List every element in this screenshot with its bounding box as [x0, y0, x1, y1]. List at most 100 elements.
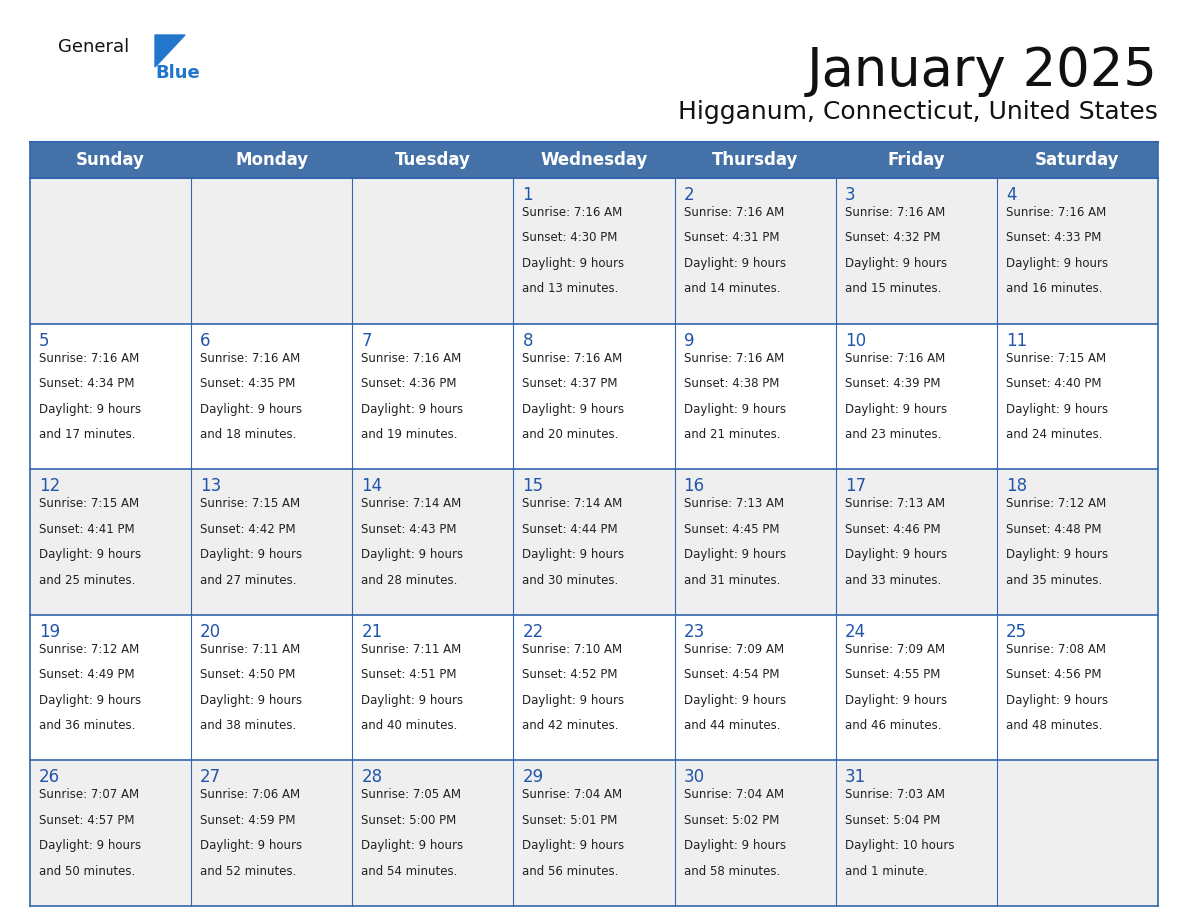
Text: Daylight: 9 hours: Daylight: 9 hours: [523, 403, 625, 416]
Text: Daylight: 9 hours: Daylight: 9 hours: [523, 257, 625, 270]
Text: 7: 7: [361, 331, 372, 350]
Text: Sunrise: 7:13 AM: Sunrise: 7:13 AM: [845, 498, 944, 510]
Text: 15: 15: [523, 477, 544, 495]
Text: Daylight: 9 hours: Daylight: 9 hours: [361, 403, 463, 416]
Text: Sunset: 4:37 PM: Sunset: 4:37 PM: [523, 377, 618, 390]
Text: Daylight: 9 hours: Daylight: 9 hours: [523, 839, 625, 852]
Text: Daylight: 9 hours: Daylight: 9 hours: [683, 839, 785, 852]
Text: Sunset: 4:48 PM: Sunset: 4:48 PM: [1006, 522, 1101, 536]
Text: Sunset: 4:33 PM: Sunset: 4:33 PM: [1006, 231, 1101, 244]
Text: Sunrise: 7:04 AM: Sunrise: 7:04 AM: [523, 789, 623, 801]
Text: and 38 minutes.: and 38 minutes.: [200, 719, 296, 733]
Polygon shape: [154, 35, 185, 67]
Bar: [30, 324, 1158, 469]
Text: Sunrise: 7:11 AM: Sunrise: 7:11 AM: [200, 643, 301, 655]
Text: Daylight: 9 hours: Daylight: 9 hours: [200, 694, 302, 707]
Text: Sunset: 4:38 PM: Sunset: 4:38 PM: [683, 377, 779, 390]
Text: Sunset: 4:54 PM: Sunset: 4:54 PM: [683, 668, 779, 681]
Text: Sunset: 5:02 PM: Sunset: 5:02 PM: [683, 814, 779, 827]
Text: Daylight: 9 hours: Daylight: 9 hours: [683, 403, 785, 416]
Text: 14: 14: [361, 477, 383, 495]
Text: Daylight: 9 hours: Daylight: 9 hours: [200, 403, 302, 416]
Text: 9: 9: [683, 331, 694, 350]
Text: and 21 minutes.: and 21 minutes.: [683, 428, 781, 441]
Text: and 18 minutes.: and 18 minutes.: [200, 428, 297, 441]
Text: Daylight: 9 hours: Daylight: 9 hours: [39, 694, 141, 707]
Text: and 19 minutes.: and 19 minutes.: [361, 428, 457, 441]
Bar: [30, 142, 1158, 178]
Text: Daylight: 9 hours: Daylight: 9 hours: [1006, 403, 1108, 416]
Text: 25: 25: [1006, 622, 1026, 641]
Text: and 52 minutes.: and 52 minutes.: [200, 865, 297, 878]
Text: 22: 22: [523, 622, 544, 641]
Text: Daylight: 9 hours: Daylight: 9 hours: [361, 839, 463, 852]
Text: Daylight: 9 hours: Daylight: 9 hours: [845, 257, 947, 270]
Text: Sunrise: 7:15 AM: Sunrise: 7:15 AM: [1006, 352, 1106, 364]
Text: 3: 3: [845, 186, 855, 204]
Text: 8: 8: [523, 331, 533, 350]
Text: and 30 minutes.: and 30 minutes.: [523, 574, 619, 587]
Text: 19: 19: [39, 622, 61, 641]
Text: Sunrise: 7:13 AM: Sunrise: 7:13 AM: [683, 498, 784, 510]
Text: 29: 29: [523, 768, 544, 787]
Text: Sunrise: 7:16 AM: Sunrise: 7:16 AM: [523, 352, 623, 364]
Text: 20: 20: [200, 622, 221, 641]
Text: Sunrise: 7:04 AM: Sunrise: 7:04 AM: [683, 789, 784, 801]
Text: Sunrise: 7:16 AM: Sunrise: 7:16 AM: [683, 206, 784, 219]
Text: Sunrise: 7:05 AM: Sunrise: 7:05 AM: [361, 789, 461, 801]
Text: Sunrise: 7:16 AM: Sunrise: 7:16 AM: [523, 206, 623, 219]
Text: and 25 minutes.: and 25 minutes.: [39, 574, 135, 587]
Text: and 27 minutes.: and 27 minutes.: [200, 574, 297, 587]
Text: Daylight: 9 hours: Daylight: 9 hours: [361, 694, 463, 707]
Text: Daylight: 9 hours: Daylight: 9 hours: [683, 694, 785, 707]
Text: Sunrise: 7:09 AM: Sunrise: 7:09 AM: [683, 643, 784, 655]
Text: and 46 minutes.: and 46 minutes.: [845, 719, 941, 733]
Text: Sunset: 4:49 PM: Sunset: 4:49 PM: [39, 668, 134, 681]
Text: 28: 28: [361, 768, 383, 787]
Text: Saturday: Saturday: [1035, 151, 1119, 169]
Text: Sunrise: 7:16 AM: Sunrise: 7:16 AM: [200, 352, 301, 364]
Text: Sunset: 4:55 PM: Sunset: 4:55 PM: [845, 668, 940, 681]
Bar: [30, 469, 1158, 615]
Text: and 48 minutes.: and 48 minutes.: [1006, 719, 1102, 733]
Text: Sunrise: 7:06 AM: Sunrise: 7:06 AM: [200, 789, 301, 801]
Text: Sunrise: 7:12 AM: Sunrise: 7:12 AM: [39, 643, 139, 655]
Text: 21: 21: [361, 622, 383, 641]
Text: 11: 11: [1006, 331, 1028, 350]
Text: Sunset: 4:44 PM: Sunset: 4:44 PM: [523, 522, 618, 536]
Text: Sunrise: 7:16 AM: Sunrise: 7:16 AM: [683, 352, 784, 364]
Bar: [30, 615, 1158, 760]
Text: 18: 18: [1006, 477, 1026, 495]
Text: Sunset: 4:51 PM: Sunset: 4:51 PM: [361, 668, 456, 681]
Text: Monday: Monday: [235, 151, 308, 169]
Text: 31: 31: [845, 768, 866, 787]
Text: Higganum, Connecticut, United States: Higganum, Connecticut, United States: [678, 100, 1158, 124]
Text: Sunset: 4:35 PM: Sunset: 4:35 PM: [200, 377, 296, 390]
Text: and 20 minutes.: and 20 minutes.: [523, 428, 619, 441]
Text: 10: 10: [845, 331, 866, 350]
Text: Daylight: 9 hours: Daylight: 9 hours: [1006, 257, 1108, 270]
Text: Daylight: 9 hours: Daylight: 9 hours: [39, 839, 141, 852]
Text: and 28 minutes.: and 28 minutes.: [361, 574, 457, 587]
Text: and 56 minutes.: and 56 minutes.: [523, 865, 619, 878]
Text: Daylight: 9 hours: Daylight: 9 hours: [683, 257, 785, 270]
Text: Sunrise: 7:12 AM: Sunrise: 7:12 AM: [1006, 498, 1106, 510]
Text: 13: 13: [200, 477, 221, 495]
Text: and 24 minutes.: and 24 minutes.: [1006, 428, 1102, 441]
Text: and 33 minutes.: and 33 minutes.: [845, 574, 941, 587]
Text: Friday: Friday: [887, 151, 946, 169]
Text: 6: 6: [200, 331, 210, 350]
Text: Daylight: 9 hours: Daylight: 9 hours: [200, 548, 302, 561]
Text: Daylight: 9 hours: Daylight: 9 hours: [683, 548, 785, 561]
Text: Daylight: 9 hours: Daylight: 9 hours: [845, 694, 947, 707]
Text: Sunrise: 7:14 AM: Sunrise: 7:14 AM: [361, 498, 461, 510]
Text: Sunset: 4:31 PM: Sunset: 4:31 PM: [683, 231, 779, 244]
Text: Daylight: 9 hours: Daylight: 9 hours: [1006, 694, 1108, 707]
Text: and 44 minutes.: and 44 minutes.: [683, 719, 781, 733]
Text: Sunset: 4:57 PM: Sunset: 4:57 PM: [39, 814, 134, 827]
Text: Sunrise: 7:16 AM: Sunrise: 7:16 AM: [39, 352, 139, 364]
Text: Daylight: 9 hours: Daylight: 9 hours: [200, 839, 302, 852]
Text: Daylight: 9 hours: Daylight: 9 hours: [523, 694, 625, 707]
Text: Daylight: 9 hours: Daylight: 9 hours: [1006, 548, 1108, 561]
Text: Sunset: 5:04 PM: Sunset: 5:04 PM: [845, 814, 940, 827]
